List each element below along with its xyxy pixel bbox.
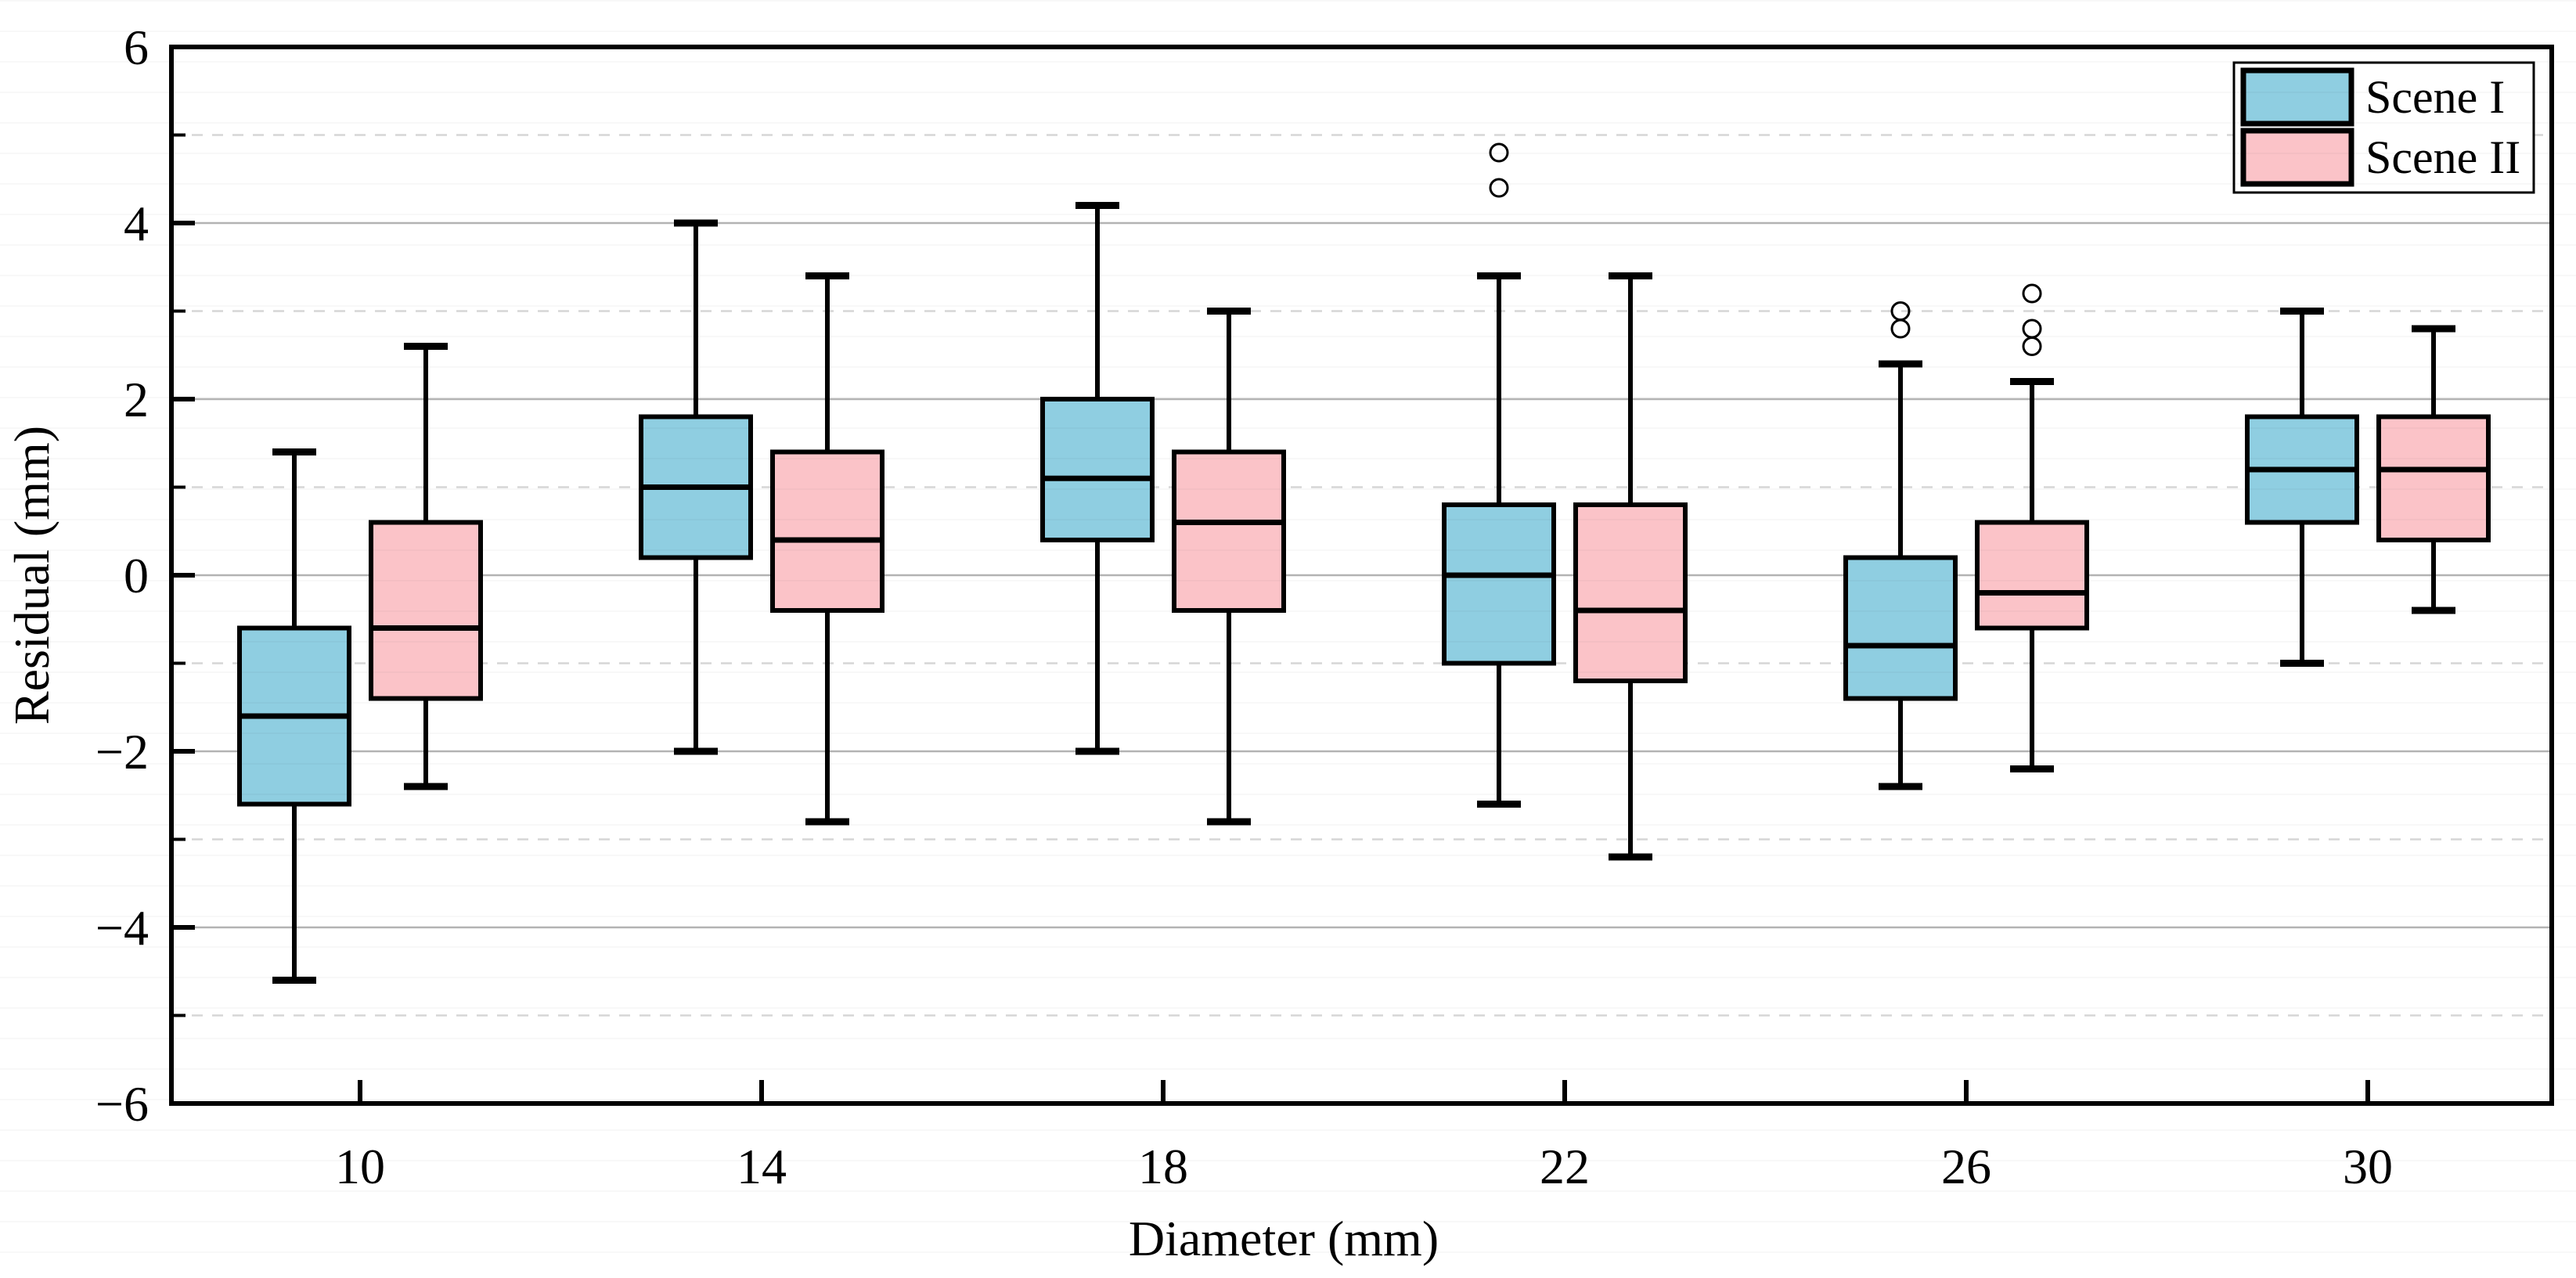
x-tick-label: 22 — [1540, 1139, 1590, 1194]
outlier-point — [1890, 301, 1911, 321]
outlier-point — [1890, 319, 1911, 339]
box-scene-i-18 — [1040, 397, 1155, 542]
y-tick-label: 4 — [124, 196, 149, 251]
y-tick-label: −4 — [95, 900, 149, 956]
legend-swatch — [2240, 128, 2354, 187]
box-scene-ii-30 — [2376, 414, 2491, 542]
outlier-point — [2022, 283, 2042, 304]
legend-label: Scene II — [2365, 131, 2520, 183]
outlier-point — [1489, 178, 1509, 198]
box-scene-i-22 — [1442, 502, 1556, 666]
box-scene-ii-18 — [1172, 449, 1286, 613]
outlier-point — [2022, 319, 2042, 339]
y-axis-title: Residual (mm) — [4, 426, 59, 725]
box-scene-ii-10 — [369, 520, 483, 701]
x-tick-label: 26 — [1941, 1139, 1991, 1194]
x-axis-title: Diameter (mm) — [1129, 1211, 1439, 1266]
outlier-point — [2022, 337, 2042, 356]
outlier-point — [1489, 142, 1509, 163]
y-tick-label: 0 — [124, 548, 149, 603]
legend-swatch — [2240, 67, 2354, 127]
x-tick-label: 14 — [737, 1139, 787, 1194]
x-tick-label: 30 — [2343, 1139, 2393, 1194]
box-scene-ii-26 — [1975, 520, 2089, 631]
box-scene-i-26 — [1843, 555, 1958, 701]
y-tick-label: −6 — [95, 1076, 149, 1132]
y-tick-label: 6 — [124, 20, 149, 75]
box-scene-ii-14 — [770, 449, 884, 613]
y-tick-label: 2 — [124, 372, 149, 427]
x-tick-label: 18 — [1138, 1139, 1188, 1194]
y-tick-label: −2 — [95, 724, 149, 779]
x-tick-label: 10 — [335, 1139, 385, 1194]
legend-label: Scene I — [2365, 71, 2505, 123]
box-scene-ii-22 — [1573, 502, 1688, 683]
